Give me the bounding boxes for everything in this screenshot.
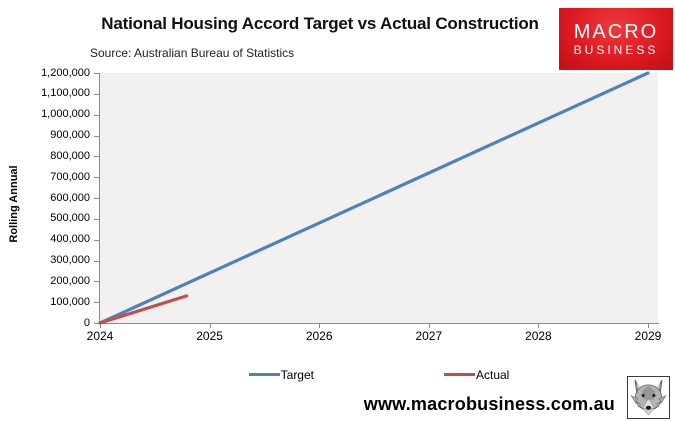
source-note: Source: Australian Bureau of Statistics — [90, 46, 295, 60]
x-axis-ticks: 2024 2025 2026 2027 2028 2029 — [87, 329, 662, 343]
chart-lines — [98, 71, 650, 325]
legend-label-actual: Actual — [476, 367, 510, 382]
x-axis-tick-label: 2025 — [196, 329, 223, 343]
y-axis-tick-mark — [94, 177, 99, 179]
y-axis-tick-label: 500,000 — [50, 212, 90, 225]
chart-title: National Housing Accord Target vs Actual… — [101, 14, 539, 33]
y-axis-tick-label: 100,000 — [50, 295, 90, 308]
y-axis-tick-mark — [94, 218, 99, 220]
target-line-swatch — [248, 373, 280, 376]
chart-legend: Target Actual — [100, 367, 658, 382]
wolf-icon — [629, 378, 668, 417]
x-axis-tick-mark — [648, 324, 649, 328]
y-axis-ticks: 0 100,000 200,000 300,000 400,000 500,000 600,… — [0, 67, 90, 329]
logo-line-macro: MACRO — [573, 21, 659, 43]
x-axis-tick-mark — [319, 324, 321, 328]
x-axis-tick-label: 2029 — [634, 329, 662, 343]
x-axis-line — [99, 323, 659, 324]
y-axis-tick-mark — [94, 114, 99, 116]
x-axis-tick-mark — [100, 324, 101, 328]
y-axis-tick-label: 400,000 — [50, 233, 90, 246]
y-axis-tick-mark — [94, 281, 99, 283]
website-url: www.macrobusiness.com.au — [363, 394, 615, 414]
y-axis-tick-label: 0 — [83, 316, 90, 329]
x-axis-tick-label: 2027 — [415, 329, 443, 343]
y-axis-tick-mark — [94, 260, 99, 262]
actual-series-line — [98, 294, 189, 325]
y-axis-tick-mark — [94, 73, 99, 74]
y-axis-tick-mark — [94, 135, 99, 137]
target-series-line — [98, 71, 650, 325]
y-axis-tick-label: 200,000 — [50, 274, 90, 287]
y-axis-tick-mark — [94, 156, 99, 158]
y-axis-tick-label: 300,000 — [50, 254, 90, 266]
y-axis-tick-label: 800,000 — [50, 149, 90, 162]
y-axis-tick-label: 700,000 — [50, 170, 90, 183]
y-axis-tick-mark — [94, 93, 99, 95]
y-axis-tick-mark — [94, 323, 99, 324]
legend-item-target: Target — [248, 367, 314, 382]
y-axis-tick-mark — [94, 302, 99, 304]
y-axis-tick-label: 900,000 — [50, 129, 90, 141]
x-axis-tick-mark — [209, 324, 211, 328]
wolf-logo-box — [627, 376, 670, 419]
actual-line-swatch — [444, 373, 475, 376]
x-axis-tick-label: 2028 — [525, 329, 552, 343]
y-axis-tick-label: 600,000 — [50, 191, 90, 204]
x-axis-tick-mark — [538, 324, 540, 328]
legend-label-target: Target — [280, 367, 314, 382]
y-axis-tick-mark — [94, 239, 99, 241]
x-axis-tick-label: 2026 — [305, 329, 333, 343]
y-axis-tick-mark — [94, 198, 99, 199]
x-axis-tick-label: 2024 — [86, 329, 114, 343]
legend-item-actual: Actual — [444, 368, 509, 382]
macrobusiness-logo: MACRO BUSINESS — [559, 8, 673, 70]
y-axis-line — [99, 73, 100, 324]
y-axis-tick-label: 1,100,000 — [41, 87, 90, 100]
y-axis-tick-label: 1,200,000 — [41, 66, 90, 79]
y-axis-tick-label: 1,000,000 — [41, 108, 90, 121]
logo-line-business: BUSINESS — [573, 43, 659, 57]
x-axis-tick-mark — [428, 324, 430, 328]
